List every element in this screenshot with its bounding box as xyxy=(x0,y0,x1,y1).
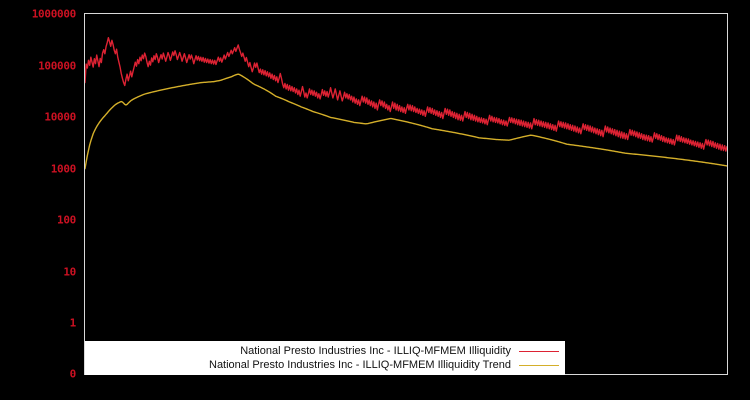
plot-frame xyxy=(84,13,728,375)
plot-area xyxy=(85,14,727,374)
legend-swatch-illiquidity xyxy=(519,350,559,352)
series-line xyxy=(85,38,727,151)
y-tick-label: 1000 xyxy=(50,162,77,175)
y-tick-label: 0 xyxy=(69,367,77,381)
y-tick-label: 10000 xyxy=(44,110,76,124)
y-tick-label: 100000 xyxy=(38,59,76,72)
y-tick-label: 10 xyxy=(63,265,76,278)
y-tick-label: 100 xyxy=(57,213,76,227)
series-canvas xyxy=(85,14,727,374)
y-tick-label: 1000000 xyxy=(31,7,77,21)
legend-entry-illiquidity-trend[interactable]: National Presto Industries Inc - ILLIQ-M… xyxy=(85,358,565,372)
y-tick-label: 1 xyxy=(69,316,77,330)
y-axis: 1000000 100000 10000 1000 100 10 1 0 xyxy=(0,0,84,400)
legend-label-illiquidity: National Presto Industries Inc - ILLIQ-M… xyxy=(240,345,511,357)
legend-swatch-illiquidity-trend xyxy=(519,364,559,366)
legend-entry-illiquidity[interactable]: National Presto Industries Inc - ILLIQ-M… xyxy=(85,344,565,358)
legend-label-illiquidity-trend: National Presto Industries Inc - ILLIQ-M… xyxy=(209,359,511,371)
chart-legend: National Presto Industries Inc - ILLIQ-M… xyxy=(85,341,565,375)
series-line xyxy=(85,74,727,168)
